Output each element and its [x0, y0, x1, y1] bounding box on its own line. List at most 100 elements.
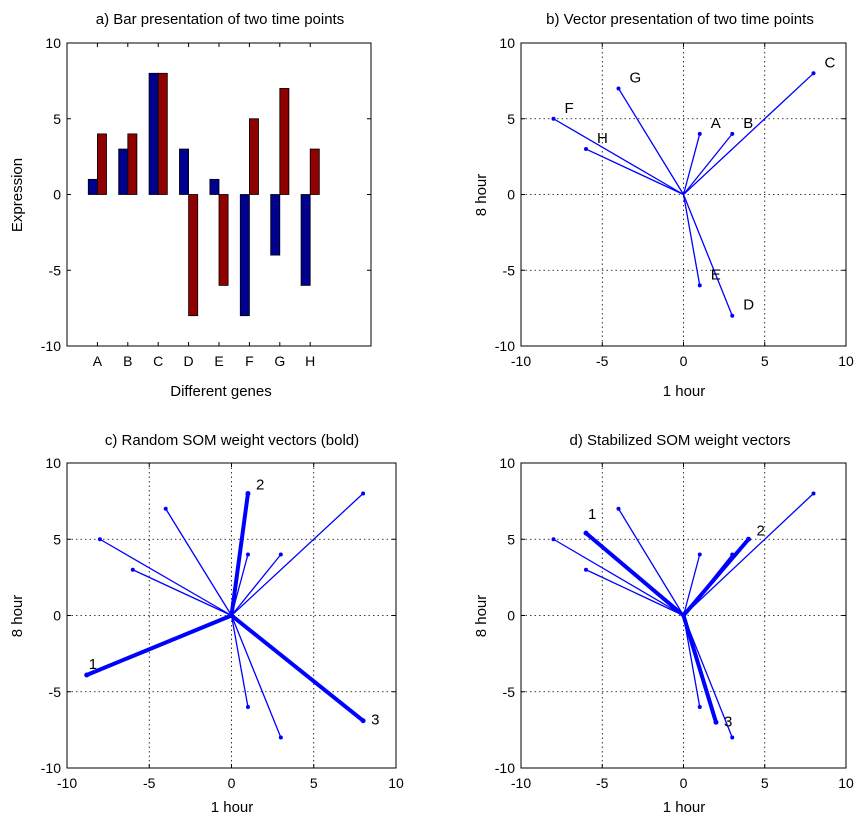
panel-a-bar — [118, 148, 129, 195]
panel-c-vector-point — [361, 491, 366, 496]
panel-d-xtick-label: 5 — [761, 775, 769, 791]
panel-d-weight-label: 2 — [757, 522, 765, 539]
panel-b-title: b) Vector presentation of two time point… — [546, 11, 814, 28]
panel-d-vector-point — [697, 552, 702, 557]
panel-a-bar — [300, 194, 311, 286]
panel-a-bar — [148, 72, 159, 195]
panel-a-title: a) Bar presentation of two time points — [96, 11, 344, 28]
panel-c-xtick-label: -5 — [143, 775, 156, 791]
panel-d-title: d) Stabilized SOM weight vectors — [570, 432, 791, 449]
panel-c-xlabel: 1 hour — [211, 799, 254, 816]
panel-b-vector-point — [697, 131, 702, 136]
panel-d-vector — [682, 554, 701, 616]
panel-d-xtick-label: 10 — [838, 775, 854, 791]
panel-c-ylabel: 8 hour — [9, 595, 26, 638]
panel-b-vector-point — [551, 116, 556, 121]
panel-b-vector-label: D — [743, 297, 754, 314]
panel-c-weight-vector — [229, 491, 250, 618]
panel-d-weight-label: 1 — [588, 506, 596, 523]
panel-a-bar — [239, 194, 250, 317]
panel-c-vector — [165, 508, 233, 616]
panel-b-ytick-label: -5 — [503, 262, 516, 278]
panel-c-xtick-label: -10 — [57, 775, 77, 791]
panel-c-xtick-label: 10 — [388, 775, 404, 791]
panel-b-ytick-label: 5 — [507, 111, 515, 127]
panel-d-vector — [553, 538, 684, 617]
panel-d-ytick-label: 5 — [507, 531, 515, 547]
panel-a-category-label: H — [305, 353, 315, 369]
panel-d-ylabel: 8 hour — [473, 595, 490, 638]
panel-a-category-label: D — [184, 353, 194, 369]
panel-c-weight-point — [84, 672, 90, 678]
panel-d-weight-label: 3 — [724, 713, 732, 730]
panel-b-vector — [682, 194, 701, 286]
panel-c-ytick-label: 0 — [53, 608, 61, 624]
panel-b-ytick-label: -10 — [495, 338, 515, 354]
panel-c-vector — [230, 615, 282, 738]
panel-a-bar — [188, 194, 199, 317]
panel-a-bar — [309, 148, 320, 195]
panel-d-vector-point — [551, 537, 556, 542]
panel-c-vector-point — [97, 537, 102, 542]
panel-d-vector-point — [616, 506, 621, 511]
panel-b-vector — [683, 72, 814, 195]
panel-a-bar — [209, 178, 220, 195]
panel-c-weight-vector — [229, 613, 366, 723]
panel-c-weight-point — [245, 491, 251, 496]
panel-d-vector — [585, 569, 684, 617]
panel-d-vector-point — [811, 491, 816, 496]
panel-b-vector-label: H — [597, 130, 608, 147]
panel-b-vector-point — [697, 283, 702, 288]
panel-b-xlabel: 1 hour — [663, 383, 706, 400]
panel-c-vector-point — [130, 567, 135, 572]
panel-a-bar — [127, 133, 138, 195]
panel-d-ytick-label: -10 — [495, 760, 515, 776]
panel-a-category-label: F — [245, 353, 254, 369]
panel-c-vector-point — [163, 506, 168, 511]
panel-c-ytick-label: 10 — [45, 455, 61, 471]
panel-a-category-label: C — [153, 353, 163, 369]
panel-c-ytick-label: 5 — [53, 531, 61, 547]
panel-a-ytick-label: -5 — [49, 262, 62, 278]
panel-b-vector — [682, 194, 733, 316]
panel-b-vector-label: E — [711, 266, 721, 283]
panel-b-vector-point — [616, 86, 621, 91]
panel-a-ytick-label: 0 — [53, 187, 61, 203]
panel-b-vector-point — [730, 313, 735, 318]
panel-c-ytick-label: -10 — [41, 760, 61, 776]
panel-d-xtick-label: -10 — [511, 775, 531, 791]
panel-b-vector-point — [584, 147, 588, 152]
panel-d-vector-point — [730, 735, 735, 740]
panel-b-vector — [553, 118, 684, 196]
panel-a-ytick-label: -10 — [41, 338, 61, 354]
panel-b-ytick-label: 0 — [507, 187, 515, 203]
panel-c-vector — [99, 538, 232, 617]
panel-a-ylabel: Expression — [9, 158, 26, 232]
panel-d-ytick-label: 10 — [499, 455, 515, 471]
panel-d-vector — [617, 508, 685, 616]
panel-d-weight-point — [746, 536, 751, 542]
panel-c-weight-vector — [84, 613, 234, 677]
panel-b-xtick-label: -5 — [596, 353, 609, 369]
panel-b-xtick-label: -10 — [511, 353, 531, 369]
panel-b-vector-label: A — [711, 115, 721, 132]
panel-c-xtick-label: 5 — [310, 775, 318, 791]
panel-a-ytick-label: 5 — [53, 111, 61, 127]
panel-d-weight-point — [583, 530, 589, 536]
panel-a-category-label: G — [274, 353, 285, 369]
panel-c-title: c) Random SOM weight vectors (bold) — [105, 432, 359, 449]
panel-d-xtick-label: -5 — [596, 775, 609, 791]
panel-d-weight-vector — [681, 613, 718, 725]
panel-d-vector-point — [584, 567, 588, 572]
panel-a-bar — [157, 72, 168, 195]
panel-b-vector — [682, 133, 701, 195]
panel-d-vector-point — [697, 705, 702, 709]
panel-b-xtick-label: 0 — [680, 353, 688, 369]
panel-a-bar — [97, 133, 107, 195]
panel-c-vector-point — [278, 552, 283, 557]
panel-a-ytick-label: 10 — [45, 35, 61, 51]
panel-b-xtick-label: 5 — [761, 353, 769, 369]
panel-b-vector-label: C — [825, 54, 836, 71]
panel-b-ylabel: 8 hour — [473, 174, 490, 217]
